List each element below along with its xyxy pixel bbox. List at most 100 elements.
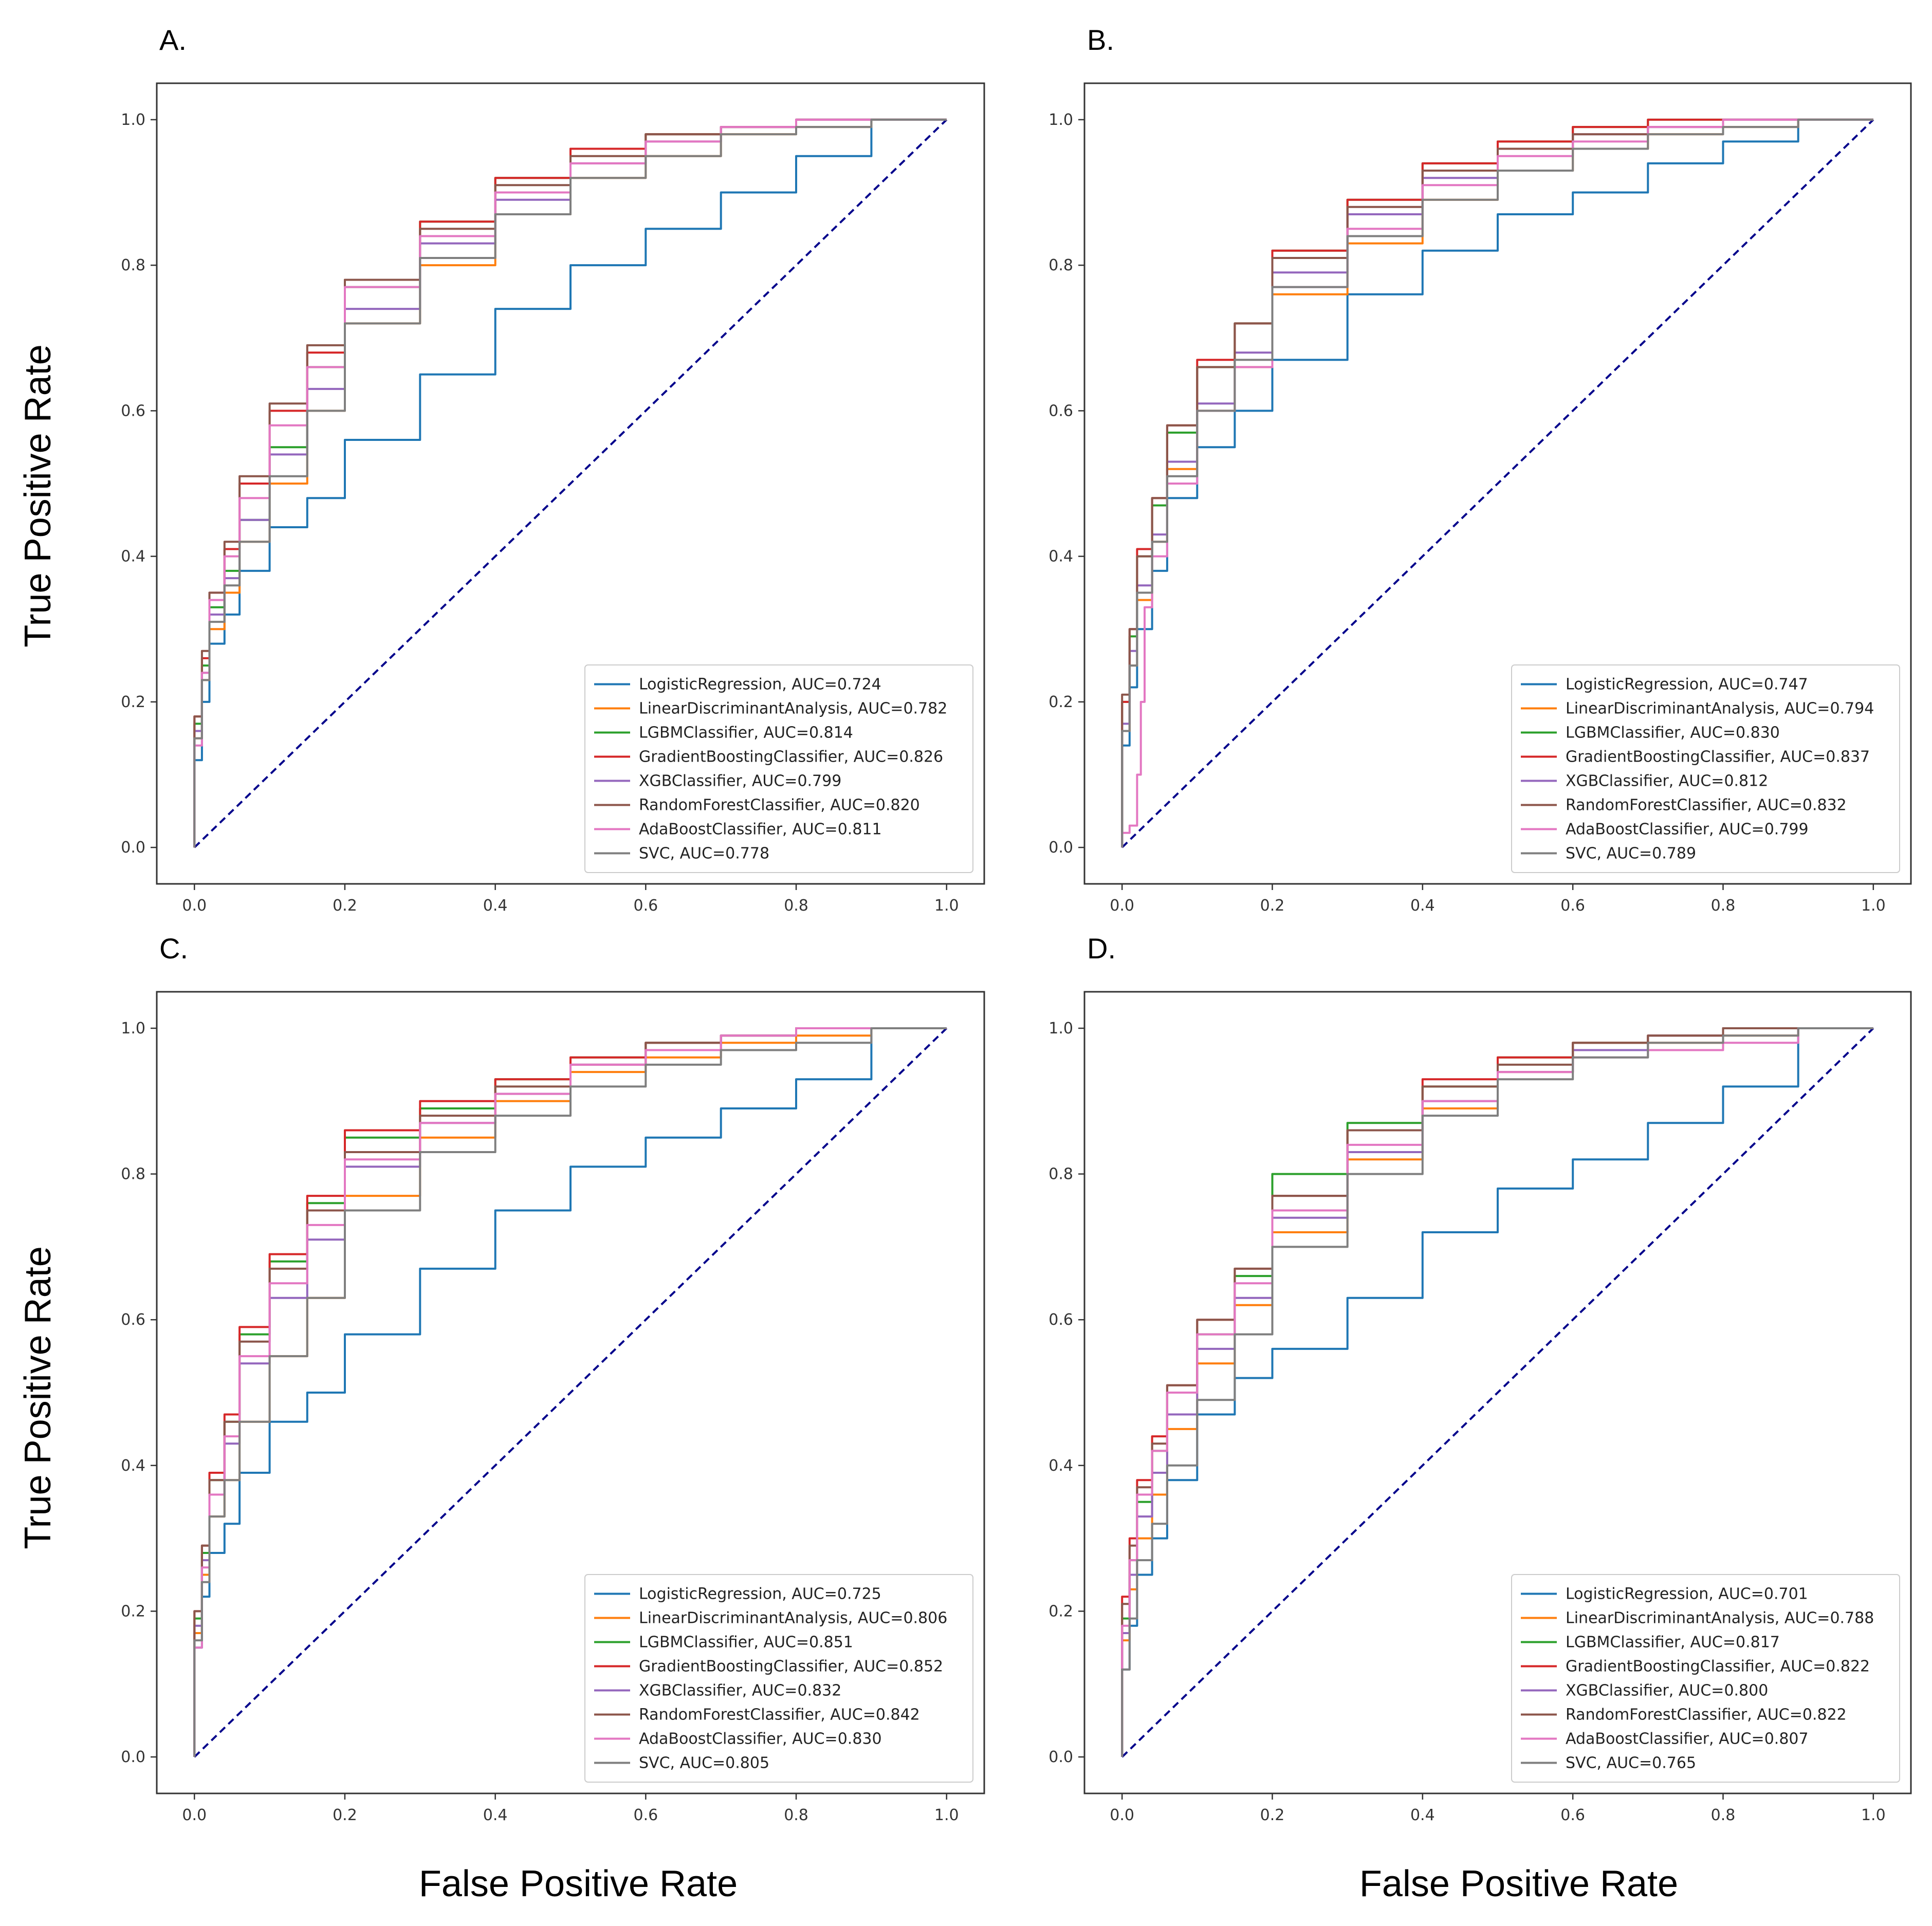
legend-entry-gradientboostingclassifier: GradientBoostingClassifier, AUC=0.826: [639, 748, 943, 766]
y-tick-label: 0.0: [1048, 1748, 1073, 1766]
x-tick-label: 0.4: [483, 897, 508, 915]
x-tick-label: 1.0: [1861, 1806, 1886, 1824]
legend-entry-randomforestclassifier: RandomForestClassifier, AUC=0.822: [1566, 1706, 1847, 1724]
legend-entry-svc: SVC, AUC=0.805: [639, 1754, 769, 1772]
legend-entry-lineardiscriminantanalysis: LinearDiscriminantAnalysis, AUC=0.788: [1566, 1609, 1874, 1627]
x-tick-label: 1.0: [1861, 897, 1886, 915]
legend-entry-gradientboostingclassifier: GradientBoostingClassifier, AUC=0.822: [1566, 1658, 1870, 1676]
y-tick-label: 0.0: [121, 839, 145, 857]
roc-curve-svc: [193, 118, 947, 848]
roc-curve-svc: [193, 1027, 947, 1757]
legend-entry-logisticregression: LogisticRegression, AUC=0.724: [639, 676, 881, 694]
legend-entry-xgbclassifier: XGBClassifier, AUC=0.800: [1566, 1682, 1768, 1700]
y-tick-label: 0.8: [1048, 256, 1073, 274]
y-tick-label: 0.2: [1048, 693, 1073, 711]
y-axis-label-bottom: True Positive Rate: [17, 1246, 59, 1549]
y-tick-label: 1.0: [121, 111, 145, 129]
x-tick-label: 1.0: [934, 897, 959, 915]
legend-entry-randomforestclassifier: RandomForestClassifier, AUC=0.832: [1566, 797, 1847, 814]
legend-entry-adaboostclassifier: AdaBoostClassifier, AUC=0.811: [639, 821, 882, 839]
legend-entry-adaboostclassifier: AdaBoostClassifier, AUC=0.807: [1566, 1730, 1809, 1748]
legend-entry-randomforestclassifier: RandomForestClassifier, AUC=0.820: [639, 797, 920, 814]
plot-frame: [1083, 82, 1912, 885]
y-tick-label: 1.0: [1048, 111, 1073, 129]
panel-label-a: A.: [159, 24, 187, 56]
roc-panel-b: B. 0.0 0.2 0.4 0.6 0.8 1.0 0.0 0.2 0.4 0.6 0.8 1.0 Lo…: [1048, 24, 1912, 915]
legend: LogisticRegression, AUC=0.747 LinearDiscr…: [1511, 664, 1900, 873]
legend-entry-lgbmclassifier: LGBMClassifier, AUC=0.851: [639, 1634, 853, 1652]
x-tick-label: 0.2: [333, 897, 357, 915]
y-tick-label: 0.6: [1048, 1311, 1073, 1329]
legend-entry-svc: SVC, AUC=0.778: [639, 845, 769, 863]
x-tick-label: 0.8: [784, 1806, 808, 1824]
chance-diagonal-line: [193, 1027, 948, 1758]
chance-diagonal-line: [193, 119, 948, 848]
panel-label-c: C.: [159, 932, 188, 965]
y-tick-label: 0.6: [121, 402, 145, 420]
legend-box: [1511, 664, 1900, 873]
y-tick-label: 0.4: [1048, 548, 1073, 566]
y-tick-label: 0.0: [121, 1748, 145, 1766]
legend-entry-xgbclassifier: XGBClassifier, AUC=0.832: [639, 1682, 841, 1700]
x-tick-label: 0.6: [633, 897, 658, 915]
roc-panel-c: C. 0.0 0.2 0.4 0.6 0.8 1.0 0.0 0.2 0.4 0.6 0.8 1.0 Lo…: [121, 932, 985, 1824]
y-tick-label: 0.4: [121, 1457, 145, 1475]
legend-entry-lgbmclassifier: LGBMClassifier, AUC=0.814: [639, 724, 853, 742]
roc-panel-a: A. 0.0 0.2 0.4 0.6 0.8 1.0 0.0 0.2 0.4 0.6 0.8 1.0 Lo…: [121, 24, 985, 915]
y-tick-label: 1.0: [1048, 1020, 1073, 1038]
plot-frame: [1083, 991, 1912, 1794]
x-tick-label: 0.6: [1560, 1806, 1585, 1824]
x-tick-label: 0.2: [333, 1806, 357, 1824]
legend-entry-lineardiscriminantanalysis: LinearDiscriminantAnalysis, AUC=0.782: [639, 700, 947, 718]
x-tick-label: 0.6: [633, 1806, 658, 1824]
panel-label-d: D.: [1087, 932, 1116, 965]
x-tick-label: 0.0: [1110, 897, 1134, 915]
x-tick-label: 0.0: [1110, 1806, 1134, 1824]
legend-entry-xgbclassifier: XGBClassifier, AUC=0.799: [639, 772, 841, 790]
x-tick-label: 0.4: [1410, 1806, 1435, 1824]
roc-curve-svc: [1121, 118, 1873, 848]
legend-entry-svc: SVC, AUC=0.765: [1566, 1754, 1696, 1772]
y-tick-label: 0.4: [1048, 1457, 1073, 1475]
plot-frame: [156, 82, 985, 885]
y-axis-label-top: True Positive Rate: [17, 344, 59, 647]
legend-entry-svc: SVC, AUC=0.789: [1566, 845, 1696, 863]
legend-box: [1511, 1574, 1900, 1783]
y-tick-label: 0.0: [1048, 839, 1073, 857]
y-tick-label: 0.2: [121, 693, 145, 711]
legend-entry-logisticregression: LogisticRegression, AUC=0.701: [1566, 1585, 1808, 1603]
panel-label-b: B.: [1087, 24, 1114, 56]
legend: LogisticRegression, AUC=0.701 LinearDiscr…: [1511, 1574, 1900, 1783]
legend-entry-gradientboostingclassifier: GradientBoostingClassifier, AUC=0.852: [639, 1658, 943, 1676]
x-tick-label: 0.4: [1410, 897, 1435, 915]
y-tick-label: 0.2: [121, 1602, 145, 1620]
roc-curve-svc: [1121, 1027, 1873, 1757]
y-tick-label: 0.6: [121, 1311, 145, 1329]
y-tick-label: 0.8: [1048, 1165, 1073, 1183]
legend-entry-lineardiscriminantanalysis: LinearDiscriminantAnalysis, AUC=0.806: [639, 1609, 947, 1627]
x-tick-label: 0.8: [1711, 897, 1736, 915]
legend-box: [584, 1574, 973, 1783]
legend-entry-gradientboostingclassifier: GradientBoostingClassifier, AUC=0.837: [1566, 748, 1870, 766]
legend-entry-lgbmclassifier: LGBMClassifier, AUC=0.830: [1566, 724, 1780, 742]
legend-entry-logisticregression: LogisticRegression, AUC=0.725: [639, 1585, 881, 1603]
plot-frame: [156, 991, 985, 1794]
x-tick-label: 0.4: [483, 1806, 508, 1824]
legend-entry-xgbclassifier: XGBClassifier, AUC=0.812: [1566, 772, 1768, 790]
legend-entry-randomforestclassifier: RandomForestClassifier, AUC=0.842: [639, 1706, 920, 1724]
y-tick-label: 0.8: [121, 1165, 145, 1183]
x-tick-label: 0.0: [182, 1806, 207, 1824]
y-tick-label: 1.0: [121, 1020, 145, 1038]
chance-diagonal-line: [1121, 1027, 1874, 1758]
legend-entry-logisticregression: LogisticRegression, AUC=0.747: [1566, 676, 1808, 694]
y-tick-label: 0.4: [121, 548, 145, 566]
legend-entry-adaboostclassifier: AdaBoostClassifier, AUC=0.799: [1566, 821, 1809, 839]
legend-entry-adaboostclassifier: AdaBoostClassifier, AUC=0.830: [639, 1730, 882, 1748]
y-tick-label: 0.2: [1048, 1602, 1073, 1620]
y-tick-label: 0.6: [1048, 402, 1073, 420]
x-tick-label: 0.6: [1560, 897, 1585, 915]
x-axis-label-left: False Positive Rate: [419, 1863, 738, 1904]
legend-box: [584, 664, 973, 873]
y-tick-label: 0.8: [121, 256, 145, 274]
